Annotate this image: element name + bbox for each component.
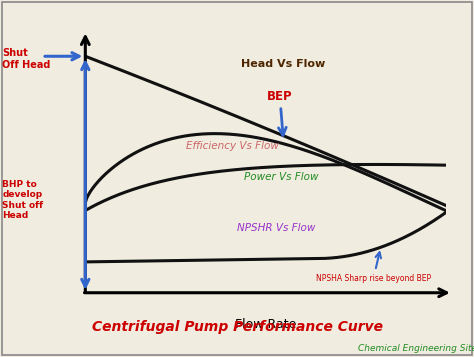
Text: BHP to
develop
Shut off
Head: BHP to develop Shut off Head	[2, 180, 44, 220]
Text: Flow Rate: Flow Rate	[235, 318, 296, 331]
Text: Centrifugal Pump Performance Curve: Centrifugal Pump Performance Curve	[91, 320, 383, 334]
Text: Efficiency Vs Flow: Efficiency Vs Flow	[186, 141, 279, 151]
Text: Head Vs Flow: Head Vs Flow	[241, 59, 326, 69]
Text: Power Vs Flow: Power Vs Flow	[244, 172, 319, 182]
Text: NPSHA Sharp rise beyond BEP: NPSHA Sharp rise beyond BEP	[316, 252, 431, 283]
Text: Shut
Off Head: Shut Off Head	[2, 48, 51, 70]
Text: NPSHR Vs Flow: NPSHR Vs Flow	[237, 223, 315, 233]
Text: BEP: BEP	[267, 90, 292, 135]
Text: Chemical Engineering Site: Chemical Engineering Site	[357, 343, 474, 353]
